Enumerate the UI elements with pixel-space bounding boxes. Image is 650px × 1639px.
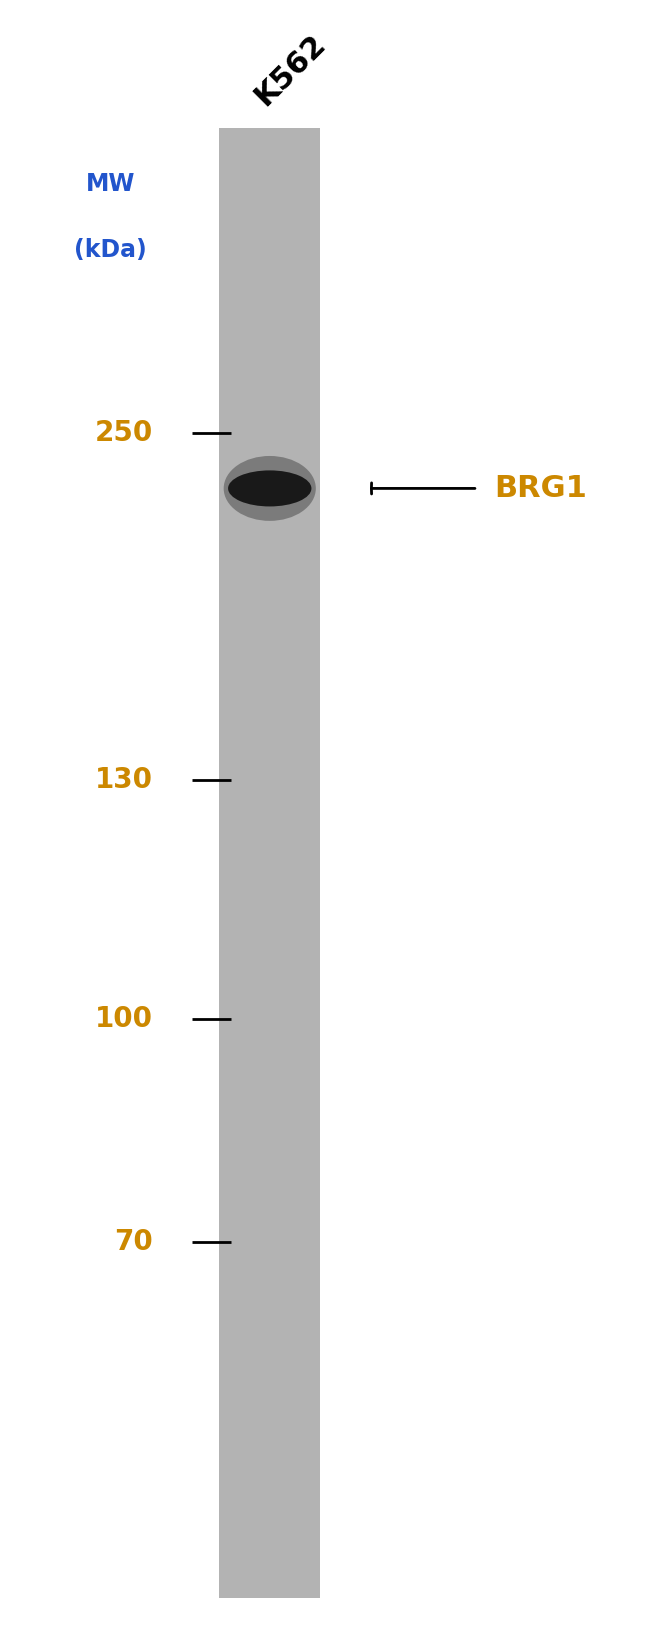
Ellipse shape xyxy=(224,456,316,521)
Text: MW: MW xyxy=(86,172,135,197)
Text: 130: 130 xyxy=(95,765,153,795)
Text: 70: 70 xyxy=(114,1228,153,1257)
Ellipse shape xyxy=(228,470,311,506)
Text: K562: K562 xyxy=(249,30,332,111)
Text: BRG1: BRG1 xyxy=(494,474,587,503)
Bar xyxy=(219,128,320,1598)
Text: (kDa): (kDa) xyxy=(74,238,147,262)
Text: 250: 250 xyxy=(94,418,153,447)
Text: 100: 100 xyxy=(95,1005,153,1034)
